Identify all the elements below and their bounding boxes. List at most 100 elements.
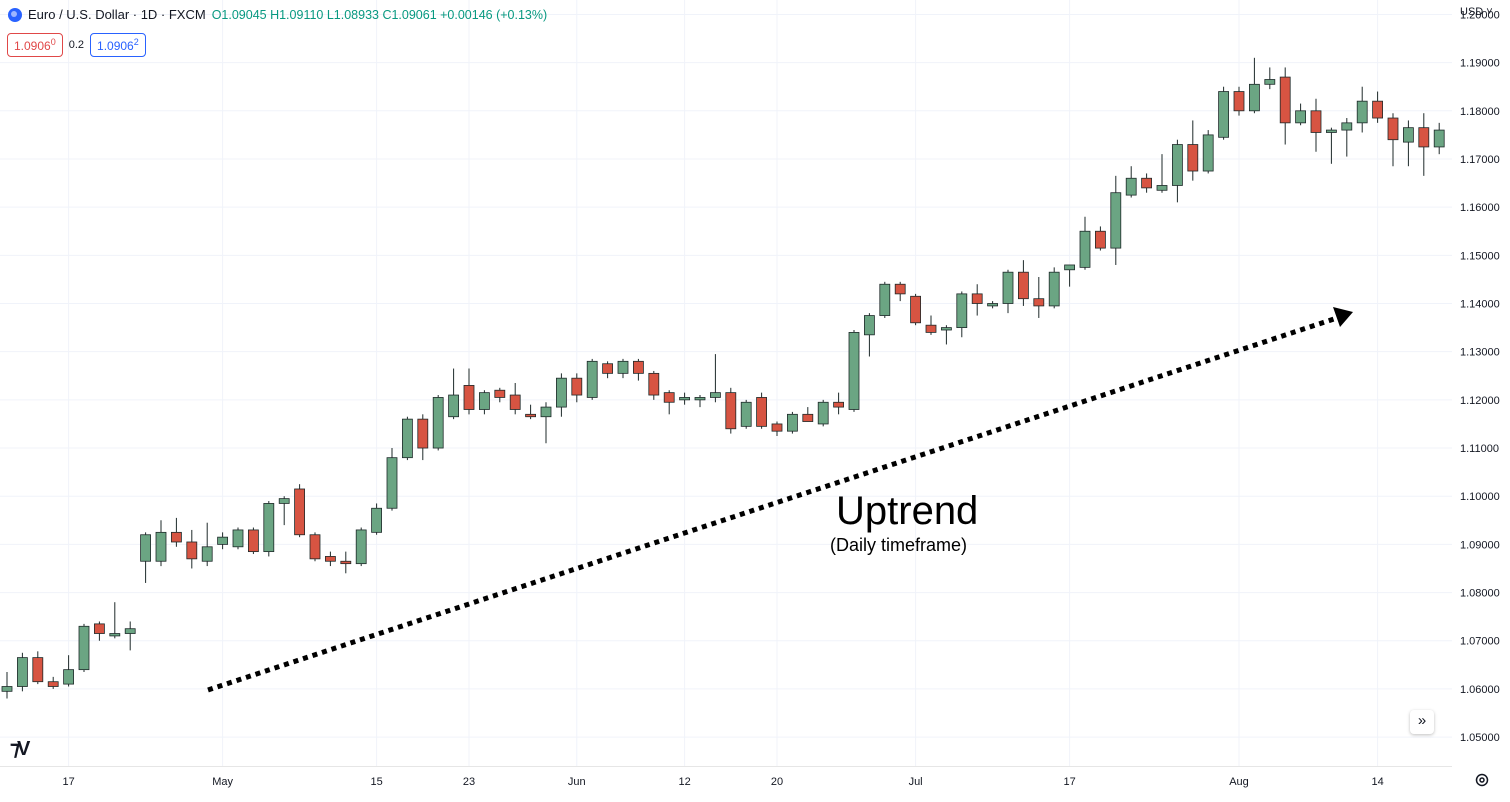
- candle: [1033, 277, 1045, 318]
- candle-body: [1310, 110, 1322, 133]
- candle-body: [1018, 271, 1029, 300]
- chevron-down-icon: ˅: [1483, 6, 1493, 18]
- candle: [140, 532, 152, 583]
- candle: [1418, 113, 1430, 176]
- candle-body: [571, 377, 583, 396]
- candle-body: [417, 418, 429, 449]
- candle: [710, 354, 721, 403]
- candle-body: [47, 681, 59, 687]
- candle-body: [401, 418, 413, 459]
- price-tick-label: 1.16000: [1460, 202, 1500, 214]
- currency-selector[interactable]: USD ˅: [1460, 6, 1493, 18]
- candle: [756, 392, 767, 429]
- time-tick-label: Jul: [909, 776, 923, 788]
- candle-body: [1002, 271, 1014, 304]
- candle-body: [448, 394, 460, 418]
- candle: [263, 501, 275, 557]
- candle-body: [1264, 79, 1276, 85]
- candle-body: [124, 628, 136, 634]
- candle-body: [1172, 144, 1183, 186]
- candle-body: [648, 372, 660, 396]
- price-tick-label: 1.20000: [1460, 9, 1500, 21]
- candle: [47, 676, 59, 689]
- annotation-subtitle: (Daily timeframe): [830, 535, 968, 555]
- time-tick-label: 23: [463, 776, 475, 788]
- candle: [278, 496, 290, 526]
- candle-body: [694, 397, 706, 401]
- candle: [1372, 91, 1383, 123]
- candle: [109, 602, 121, 639]
- trend-arrow-line: [207, 315, 1338, 693]
- chart-plot-area[interactable]: [0, 0, 1452, 766]
- sell-quote-button[interactable]: 1.09060: [7, 33, 63, 57]
- candle-body: [478, 392, 490, 410]
- candle-body: [556, 377, 567, 408]
- candle-body: [756, 397, 767, 427]
- candle: [633, 358, 644, 381]
- candle-body: [309, 534, 321, 560]
- candle-body: [355, 529, 367, 565]
- candle-body: [864, 315, 875, 336]
- candle: [894, 281, 906, 302]
- candle-body: [910, 295, 921, 324]
- candles: [1, 57, 1445, 699]
- sell-price-sup: 0: [50, 37, 56, 47]
- candle-body: [1418, 127, 1430, 148]
- price-tick-label: 1.10000: [1460, 491, 1500, 503]
- candle: [987, 301, 998, 309]
- candle: [617, 358, 629, 379]
- candle: [247, 527, 259, 555]
- candle-body: [509, 394, 521, 410]
- candle: [1125, 166, 1137, 198]
- tradingview-logo-icon: ⁊V: [10, 738, 30, 760]
- symbol-title[interactable]: Euro / U.S. Dollar · 1D · FXCM: [28, 7, 206, 22]
- candle: [602, 361, 613, 379]
- time-tick-label: Jun: [568, 776, 586, 788]
- candle: [324, 551, 336, 567]
- time-tick-label: May: [212, 776, 233, 788]
- candle-body: [1033, 298, 1045, 307]
- candle: [386, 448, 398, 511]
- candle: [879, 281, 891, 318]
- candle-body: [1202, 134, 1214, 172]
- candle-body: [1279, 76, 1291, 124]
- candle-body: [1218, 91, 1229, 138]
- candle: [478, 390, 490, 415]
- candle: [540, 402, 552, 444]
- scroll-to-realtime-button[interactable]: »: [1410, 710, 1434, 734]
- price-tick-label: 1.19000: [1460, 58, 1500, 70]
- candle: [432, 395, 444, 451]
- time-tick-label: Aug: [1229, 776, 1249, 788]
- candle-body: [663, 392, 675, 403]
- price-tick-label: 1.09000: [1460, 539, 1500, 551]
- candle: [155, 520, 167, 567]
- candle: [925, 315, 937, 335]
- candle: [1202, 130, 1214, 174]
- candle: [186, 529, 198, 569]
- candle-body: [386, 457, 398, 509]
- time-axis[interactable]: 17 May 15 23 Jun 12 20 Jul 17 Aug 14: [0, 766, 1452, 797]
- settings-gear-icon[interactable]: [1474, 772, 1490, 788]
- annotation-title: Uptrend: [836, 489, 979, 533]
- candle: [1249, 57, 1260, 114]
- candle: [1326, 127, 1337, 164]
- candle-body: [633, 360, 644, 374]
- candle: [1387, 113, 1399, 167]
- candle-body: [787, 413, 798, 432]
- candle: [1002, 269, 1014, 314]
- candle: [1110, 175, 1122, 265]
- buy-quote-button[interactable]: 1.09062: [90, 33, 146, 57]
- candle-body: [1341, 122, 1353, 131]
- candle-body: [1064, 264, 1075, 271]
- candle-body: [294, 488, 306, 536]
- candle: [1218, 86, 1229, 140]
- price-axis[interactable]: 1.05000 1.06000 1.07000 1.08000 1.09000 1.100…: [1452, 0, 1510, 766]
- candle-body: [679, 397, 690, 401]
- candle: [355, 527, 367, 567]
- candle-body: [1326, 129, 1337, 133]
- candlestick-chart: [0, 0, 1452, 766]
- price-tick-label: 1.13000: [1460, 347, 1500, 359]
- candle: [525, 404, 536, 420]
- candle-body: [278, 498, 290, 504]
- candle: [371, 503, 383, 535]
